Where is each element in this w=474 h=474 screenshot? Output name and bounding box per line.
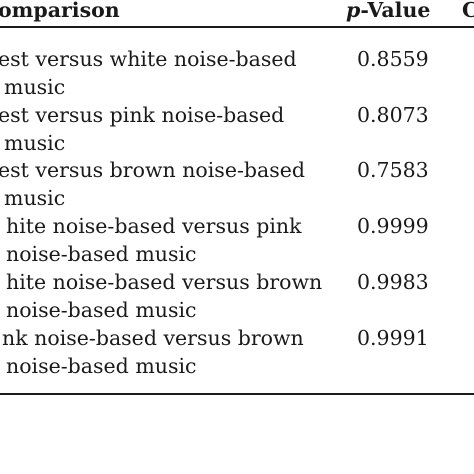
row-pvalue: 0.8559 — [357, 47, 429, 71]
table-row: est versus white noise-based music — [0, 46, 297, 101]
row-comparison-line1: nk noise-based versus brown — [2, 326, 304, 350]
row-pvalue: 0.9999 — [357, 214, 429, 238]
header-pvalue: p-Value — [346, 0, 430, 24]
row-comparison-line2: music — [4, 130, 66, 155]
row-comparison-line2: noise-based music — [6, 297, 197, 322]
header-extra: C — [462, 0, 474, 22]
row-comparison-line1: hite noise-based versus pink — [6, 214, 302, 238]
row-comparison-line2: music — [4, 185, 66, 210]
table-row: hite noise-based versus pink noise-based… — [6, 213, 302, 268]
row-comparison-line1: hite noise-based versus brown — [6, 270, 323, 294]
header-comparison: omparison — [0, 0, 120, 22]
header-pvalue-rest: -Value — [360, 0, 431, 22]
table-row: est versus pink noise-based music — [0, 102, 284, 157]
row-comparison-line2: music — [4, 74, 66, 99]
row-comparison-line2: noise-based music — [6, 241, 197, 266]
bottom-rule — [0, 393, 474, 395]
row-comparison-line1: est versus brown noise-based — [0, 158, 306, 182]
row-pvalue: 0.9991 — [357, 326, 429, 350]
header-pvalue-symbol: p — [346, 0, 361, 22]
row-pvalue: 0.9983 — [357, 270, 429, 294]
row-comparison-line2: noise-based music — [6, 353, 197, 378]
table-row: hite noise-based versus brown noise-base… — [6, 269, 322, 324]
table-row: est versus brown noise-based music — [0, 157, 305, 212]
row-comparison-line1: est versus pink noise-based — [0, 103, 285, 127]
table-row: nk noise-based versus brown noise-based … — [2, 325, 304, 380]
header-rule — [0, 26, 474, 28]
row-pvalue: 0.7583 — [357, 158, 429, 182]
row-pvalue: 0.8073 — [357, 103, 429, 127]
row-comparison-line1: est versus white noise-based — [0, 47, 297, 71]
